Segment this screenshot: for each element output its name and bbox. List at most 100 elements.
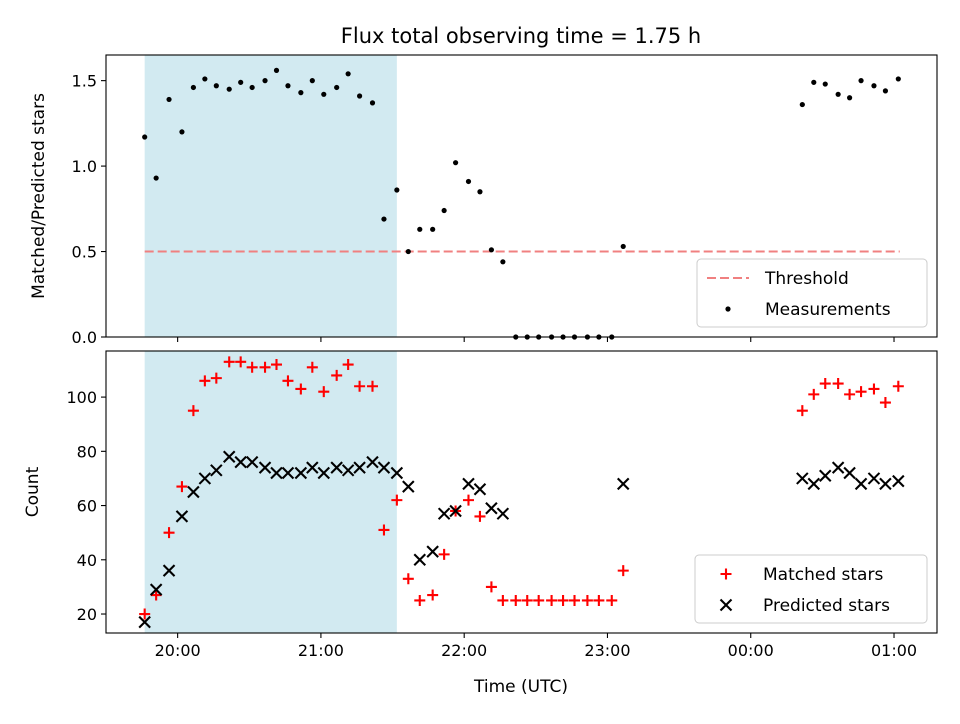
y-tick-label: 40 [77, 551, 97, 570]
data-point [620, 243, 626, 250]
data-point [190, 84, 196, 91]
data-point [341, 464, 355, 477]
legend-label-predicted-stars: Predicted stars [763, 596, 890, 616]
data-point [282, 375, 294, 387]
data-point [150, 589, 162, 601]
x-tick-label: 23:00 [584, 641, 630, 660]
data-point [331, 369, 343, 381]
data-point [488, 247, 495, 253]
data-point [868, 383, 880, 395]
series-predicted-stars [138, 450, 905, 629]
data-point [835, 91, 841, 97]
legend-box [694, 554, 928, 624]
legend-label-measurements: Measurements [765, 300, 891, 320]
data-point [533, 594, 545, 606]
data-point [295, 383, 307, 395]
data-point [430, 226, 436, 232]
data-point [176, 481, 188, 493]
data-point [281, 466, 295, 480]
y-tick-label: 1.5 [72, 72, 97, 91]
data-point [391, 494, 403, 506]
data-point [377, 461, 391, 474]
data-point [822, 81, 828, 87]
data-point [306, 361, 318, 373]
data-point [593, 594, 605, 606]
y-tick-label: 20 [77, 605, 97, 624]
data-point [557, 594, 569, 606]
series-matched-stars [139, 356, 904, 620]
data-point [139, 608, 151, 620]
data-point [245, 455, 259, 469]
data-point [356, 93, 363, 99]
data-point [521, 594, 533, 606]
legend-swatch-predicted-stars [719, 598, 733, 612]
data-point [405, 248, 411, 255]
data-point [166, 96, 172, 103]
y-tick-label: 0.0 [72, 328, 97, 347]
data-point [895, 76, 901, 82]
data-point [330, 461, 343, 474]
legend-box [696, 258, 928, 328]
data-point [258, 461, 272, 474]
data-point [465, 178, 472, 185]
data-point [381, 216, 387, 222]
data-point [317, 466, 331, 480]
data-point [497, 594, 509, 606]
x-tick-label: 22:00 [441, 641, 487, 660]
data-point [187, 485, 200, 499]
data-point [378, 524, 390, 536]
data-point [238, 79, 244, 85]
y-tick-label: 80 [77, 442, 97, 461]
data-point [187, 405, 199, 417]
data-point [441, 207, 447, 214]
data-point [249, 84, 255, 91]
data-point [353, 461, 366, 474]
data-point [138, 615, 151, 629]
y-tick-label: 60 [77, 497, 97, 516]
data-point [402, 573, 414, 585]
data-point [306, 461, 319, 474]
data-point [500, 259, 506, 265]
data-point [354, 380, 366, 392]
data-point [414, 594, 426, 606]
data-point [796, 405, 808, 417]
data-point [616, 477, 630, 491]
data-point [427, 589, 439, 601]
data-point [402, 480, 415, 493]
legend: Matched stars Predicted stars [694, 554, 928, 624]
data-point [413, 553, 427, 567]
x-tick-label: 00:00 [728, 641, 774, 660]
data-point [799, 101, 805, 108]
observing-window-span [144, 351, 397, 633]
data-point [270, 359, 282, 371]
data-point [285, 83, 291, 89]
data-point [485, 502, 498, 515]
data-point [510, 594, 522, 606]
data-point [892, 474, 905, 488]
data-point [858, 78, 864, 84]
legend-label-matched-stars: Matched stars [763, 565, 883, 585]
data-point [807, 477, 821, 491]
x-tick-label: 20:00 [155, 641, 201, 660]
data-point [855, 386, 867, 398]
data-point [213, 83, 219, 89]
data-point [606, 594, 618, 606]
data-point [294, 466, 308, 480]
data-point [309, 78, 315, 84]
data-point [811, 79, 817, 85]
x-axis-label: Time (UTC) [473, 677, 568, 697]
legend: Threshold Measurements [696, 258, 928, 328]
x-tick-label: 21:00 [298, 641, 344, 660]
data-point [153, 175, 159, 181]
data-point [342, 359, 354, 371]
data-point [179, 129, 185, 135]
data-point [226, 86, 232, 92]
data-point [808, 388, 820, 400]
data-point [222, 450, 236, 463]
data-point [246, 361, 258, 373]
data-point [854, 477, 868, 491]
data-point [449, 504, 462, 518]
legend-measurements-swatch [725, 306, 731, 312]
